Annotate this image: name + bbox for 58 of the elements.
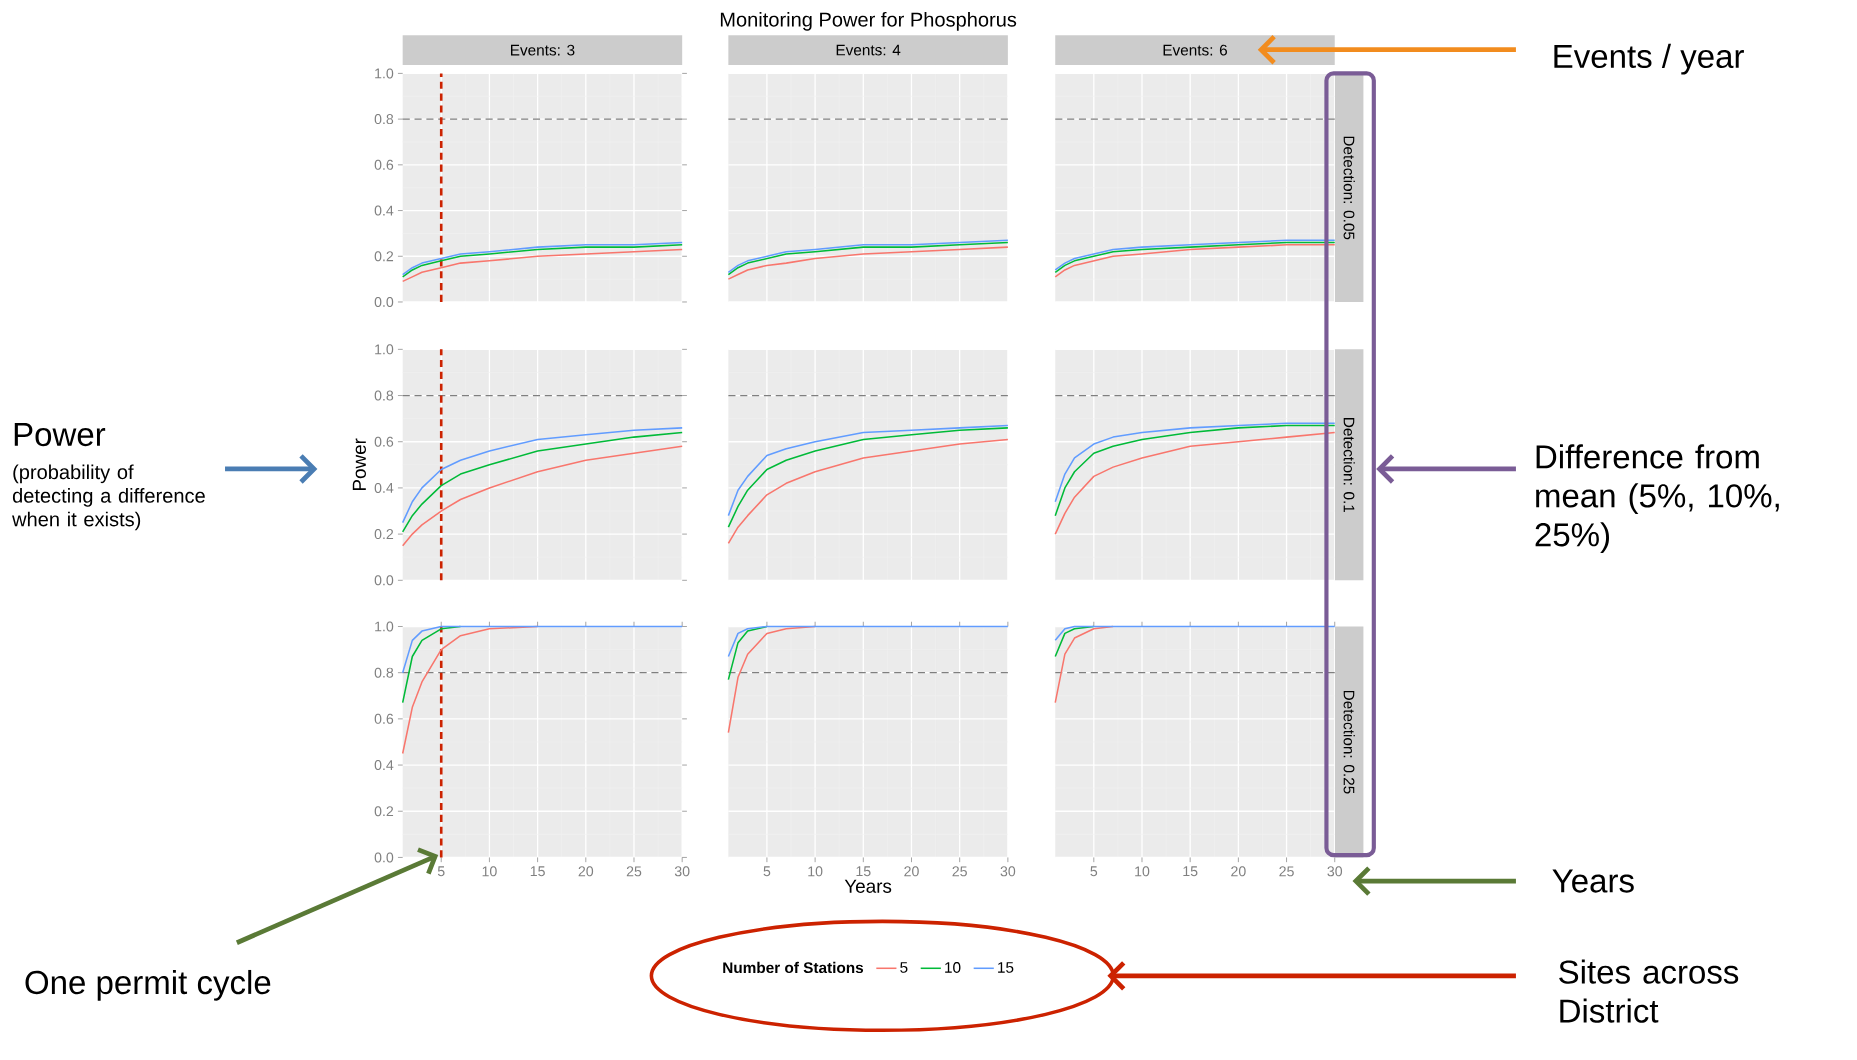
x-tick-label: 30 [1000, 866, 1016, 877]
y-tick-label: 0.4 [374, 205, 394, 216]
x-tick-label: 5 [763, 866, 771, 877]
x-tick-label: 25 [626, 866, 642, 877]
y2-axis-title: Detection: 0.25 [1343, 690, 1355, 794]
x-tick-label: 30 [1327, 866, 1343, 877]
y-tick-label: 0.8 [374, 667, 394, 678]
y-tick-label: 0.4 [374, 482, 394, 493]
x-tick-label: 10 [482, 866, 497, 877]
y-tick-label: 0.6 [374, 159, 394, 170]
y-tick-label: 0.6 [374, 436, 394, 447]
x-tick-label: 20 [1231, 866, 1246, 877]
y-tick-label: 0.6 [374, 713, 394, 724]
y2-axis-title: Detection: 0.05 [1343, 136, 1355, 240]
line-series [401, 445, 683, 547]
x-tick-label: 15 [856, 866, 871, 877]
y-tick-label: 0.4 [374, 760, 394, 771]
y-tick-label: 0.0 [374, 575, 394, 586]
x-tick-label: 20 [578, 866, 594, 877]
x-tick-label: 25 [1279, 866, 1294, 877]
x-tick-label: 25 [952, 866, 967, 877]
legend-label: 5 [900, 962, 908, 973]
y-tick-label: 0.2 [374, 529, 394, 540]
text: (probability of detecting a difference when it exists) [12, 464, 205, 531]
chart-title: Events: 3 [511, 44, 575, 56]
x-tick-label: 10 [808, 866, 823, 877]
x-tick-label: 5 [437, 866, 445, 877]
y2-axis-title: Detection: 0.1 [1343, 418, 1355, 513]
y-tick-label: 1.0 [375, 621, 394, 632]
x-tick-label: 20 [904, 866, 919, 877]
text: Difference from mean (5%, 10%, 25%) [1535, 444, 1779, 554]
chart-title: Events: 4 [836, 44, 901, 56]
text: Sites across District [1559, 959, 1739, 1023]
text: Years [1552, 869, 1634, 893]
text: Events / year [1554, 43, 1744, 75]
y-tick-label: 0.2 [374, 251, 394, 262]
y-tick-label: 1.0 [375, 344, 394, 355]
line-series [401, 625, 462, 704]
chart-title: Events: 6 [1163, 44, 1228, 56]
text: Monitoring Power for Phosphorus [720, 11, 1017, 31]
x-tick-label: 15 [1183, 866, 1198, 877]
y-tick-label: 0.0 [374, 852, 394, 863]
y-tick-label: 1.0 [375, 68, 394, 79]
x-tick-label: 15 [530, 866, 545, 877]
y-tick-label: 0.0 [374, 296, 394, 307]
legend-title: Number of Stations [723, 961, 864, 974]
x-axis-title: Years [844, 879, 892, 893]
y-tick-label: 0.2 [374, 806, 394, 817]
x-tick-label: 30 [674, 866, 690, 877]
x-tick-label: 10 [1135, 866, 1150, 877]
x-tick-label: 5 [1090, 866, 1098, 877]
text: Power [14, 423, 106, 447]
text: One permit cycle [25, 969, 271, 1001]
legend-label: 10 [945, 962, 961, 973]
y-tick-label: 0.8 [374, 114, 394, 125]
y-axis-title: Power [352, 438, 366, 491]
y-tick-label: 0.8 [374, 390, 394, 401]
legend-label: 15 [998, 962, 1014, 973]
